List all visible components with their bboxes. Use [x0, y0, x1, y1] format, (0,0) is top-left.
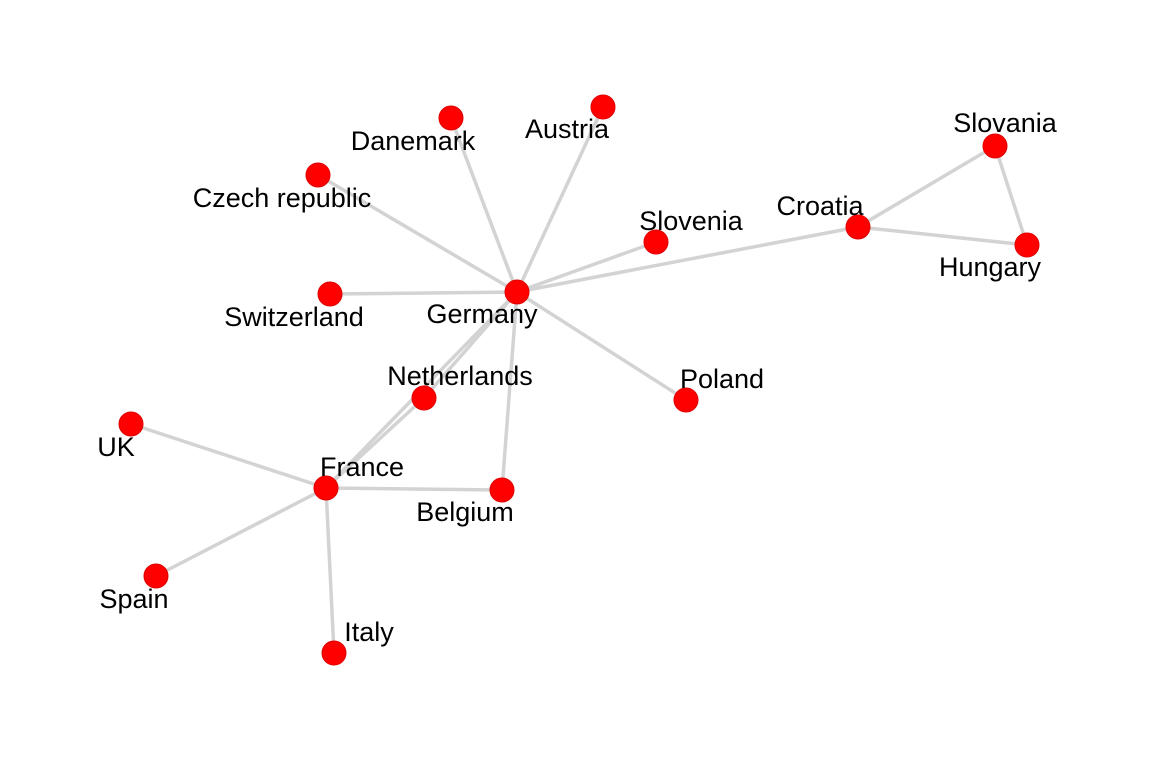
- node-label-netherlands: Netherlands: [387, 361, 533, 391]
- node-switzerland: [317, 281, 343, 307]
- edge-netherlands-france: [324, 396, 426, 490]
- node-uk: [118, 411, 144, 437]
- edge-germany-slovenia: [515, 240, 658, 294]
- edge-croatia-slovania: [856, 144, 997, 229]
- edge-germany-belgium: [500, 290, 519, 492]
- node-poland: [673, 387, 699, 413]
- edge-france-belgium: [324, 486, 504, 492]
- edge-germany-danemark: [449, 116, 519, 294]
- node-france: [313, 475, 339, 501]
- edge-germany-switzerland: [328, 290, 519, 296]
- edge-germany-czech: [316, 173, 519, 294]
- edge-slovania-hungary: [993, 144, 1029, 247]
- edge-layer: [129, 105, 1029, 655]
- node-label-spain: Spain: [99, 584, 168, 614]
- node-slovenia: [643, 229, 669, 255]
- node-label-poland: Poland: [680, 364, 764, 394]
- edge-germany-croatia: [515, 225, 860, 294]
- edge-france-spain: [154, 486, 328, 578]
- node-label-hungary: Hungary: [939, 252, 1042, 282]
- edge-croatia-hungary: [856, 225, 1029, 247]
- edge-germany-poland: [515, 290, 688, 402]
- node-label-danemark: Danemark: [351, 126, 476, 156]
- node-austria: [590, 94, 616, 120]
- node-label-switzerland: Switzerland: [224, 302, 364, 332]
- node-label-czech: Czech republic: [193, 183, 372, 213]
- edge-france-uk: [129, 422, 328, 490]
- node-label-belgium: Belgium: [416, 497, 514, 527]
- node-belgium: [489, 477, 515, 503]
- node-label-germany: Germany: [426, 299, 538, 329]
- node-label-italy: Italy: [344, 617, 394, 647]
- node-czech: [305, 162, 331, 188]
- node-layer: [118, 94, 1040, 666]
- edge-germany-austria: [515, 105, 605, 294]
- node-croatia: [845, 214, 871, 240]
- node-label-france: France: [320, 452, 404, 482]
- node-label-slovania: Slovania: [953, 108, 1058, 138]
- label-layer: Germany France Netherlands Belgium Switzerla…: [97, 108, 1058, 647]
- node-netherlands: [411, 385, 437, 411]
- node-slovania: [982, 133, 1008, 159]
- node-danemark: [438, 105, 464, 131]
- node-spain: [143, 563, 169, 589]
- node-label-austria: Austria: [525, 114, 610, 144]
- node-label-uk: UK: [97, 432, 135, 462]
- node-germany: [504, 279, 530, 305]
- node-label-slovenia: Slovenia: [639, 206, 744, 236]
- node-italy: [321, 640, 347, 666]
- node-label-croatia: Croatia: [776, 191, 864, 221]
- node-hungary: [1014, 232, 1040, 258]
- edge-france-italy: [324, 486, 336, 655]
